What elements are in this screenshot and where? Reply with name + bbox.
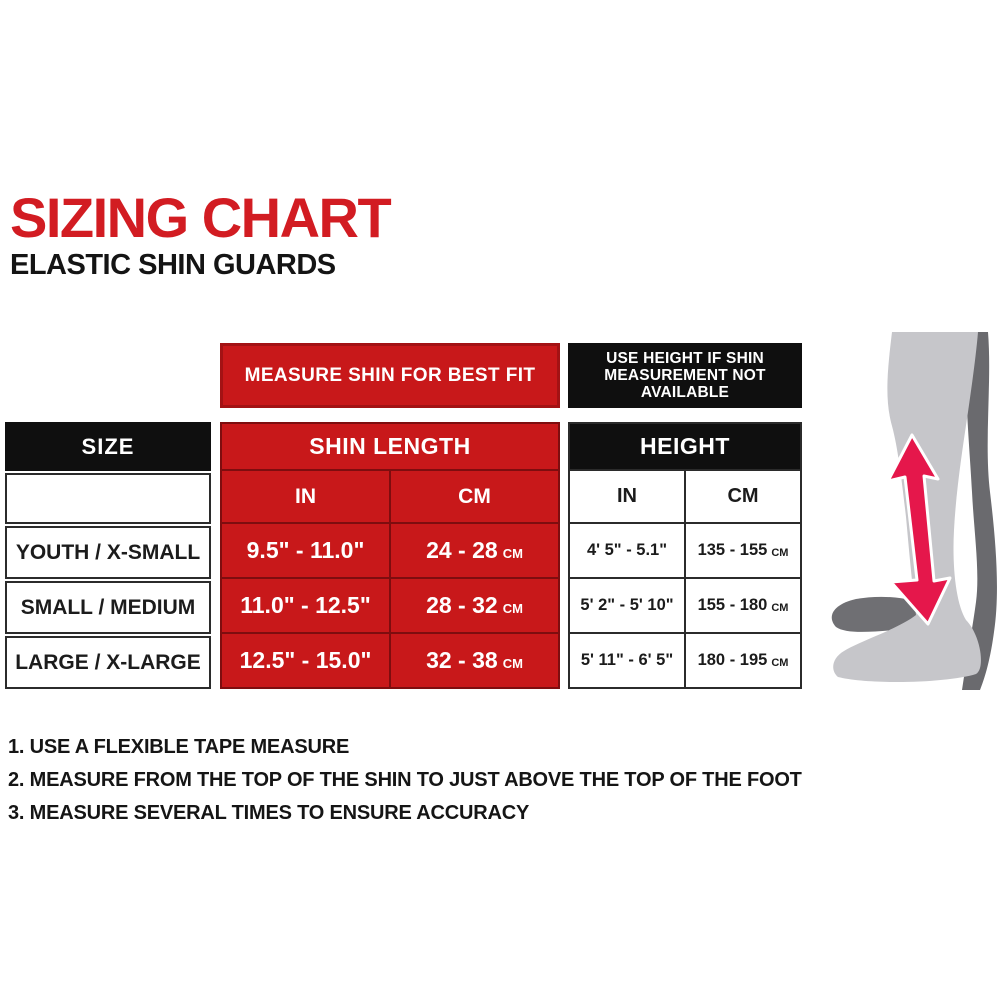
instruction-1: 1. USE A FLEXIBLE TAPE MEASURE (8, 736, 350, 758)
size-row-large-x-large: LARGE / X-LARGE (5, 636, 211, 689)
height-cm-value-row2: 155 - 180 CM (686, 579, 800, 632)
use-height-banner-text: USE HEIGHT IF SHIN MEASUREMENT NOT AVAIL… (604, 350, 766, 401)
shin-cm-value-row2: 28 - 32 CM (391, 579, 558, 632)
shin-in-value-row1: 9.5" - 11.0" (222, 524, 389, 577)
cm-unit-label: CM (502, 545, 523, 561)
size-blank-cell (5, 473, 211, 524)
back-leg-shape (962, 332, 997, 690)
cm-unit-label: CM (771, 546, 789, 559)
page-title: SIZING CHART (10, 186, 392, 249)
instruction-3: 3. MEASURE SEVERAL TIMES TO ENSURE ACCUR… (8, 802, 530, 824)
size-row-small-medium: SMALL / MEDIUM (5, 581, 211, 634)
height-cm-value-row1: 135 - 155 CM (686, 524, 800, 577)
height-cm-header: CM (686, 471, 800, 522)
size-column: SIZE YOUTH / X-SMALL SMALL / MEDIUM LARG… (5, 422, 211, 689)
height-in-value-row3: 5' 11" - 6' 5" (570, 634, 684, 687)
title-block: SIZING CHART ELASTIC SHIN GUARDS (10, 186, 392, 281)
cm-unit-label: CM (502, 655, 523, 671)
height-group: HEIGHT IN CM 4' 5" - 5.1" 135 - 155 CM 5… (568, 422, 802, 689)
shin-in-header: IN (222, 471, 389, 522)
shin-in-value-row2: 11.0" - 12.5" (222, 579, 389, 632)
shin-in-value-row3: 12.5" - 15.0" (222, 634, 389, 687)
size-column-header: SIZE (5, 422, 211, 471)
shin-cm-value-row3: 32 - 38 CM (391, 634, 558, 687)
height-header: HEIGHT (570, 424, 800, 469)
shin-length-group: SHIN LENGTH IN CM 9.5" - 11.0" 24 - 28 C… (220, 422, 560, 689)
height-in-value-row2: 5' 2" - 5' 10" (570, 579, 684, 632)
measure-shin-banner-text: MEASURE SHIN FOR BEST FIT (244, 364, 536, 386)
shin-cm-value-row1: 24 - 28 CM (391, 524, 558, 577)
back-foot-shape (831, 596, 927, 632)
page-subtitle: ELASTIC SHIN GUARDS (10, 249, 336, 281)
height-in-header: IN (570, 471, 684, 522)
cm-unit-label: CM (771, 656, 789, 669)
height-cm-value-row3: 180 - 195 CM (686, 634, 800, 687)
instruction-2: 2. MEASURE FROM THE TOP OF THE SHIN TO J… (8, 769, 802, 791)
size-row-youth-x-small: YOUTH / X-SMALL (5, 526, 211, 579)
height-in-value-row1: 4' 5" - 5.1" (570, 524, 684, 577)
shin-cm-header: CM (391, 471, 558, 522)
shin-measure-arrow-icon (886, 433, 952, 626)
cm-unit-label: CM (771, 601, 789, 614)
use-height-banner: USE HEIGHT IF SHIN MEASUREMENT NOT AVAIL… (568, 343, 802, 408)
measure-shin-banner: MEASURE SHIN FOR BEST FIT (220, 343, 560, 408)
leg-illustration (826, 332, 1000, 690)
instructions-list: 1. USE A FLEXIBLE TAPE MEASURE 2. MEASUR… (8, 731, 802, 830)
leg-illustration-svg (831, 332, 997, 690)
shin-length-header: SHIN LENGTH (222, 424, 558, 469)
cm-unit-label: CM (502, 600, 523, 616)
